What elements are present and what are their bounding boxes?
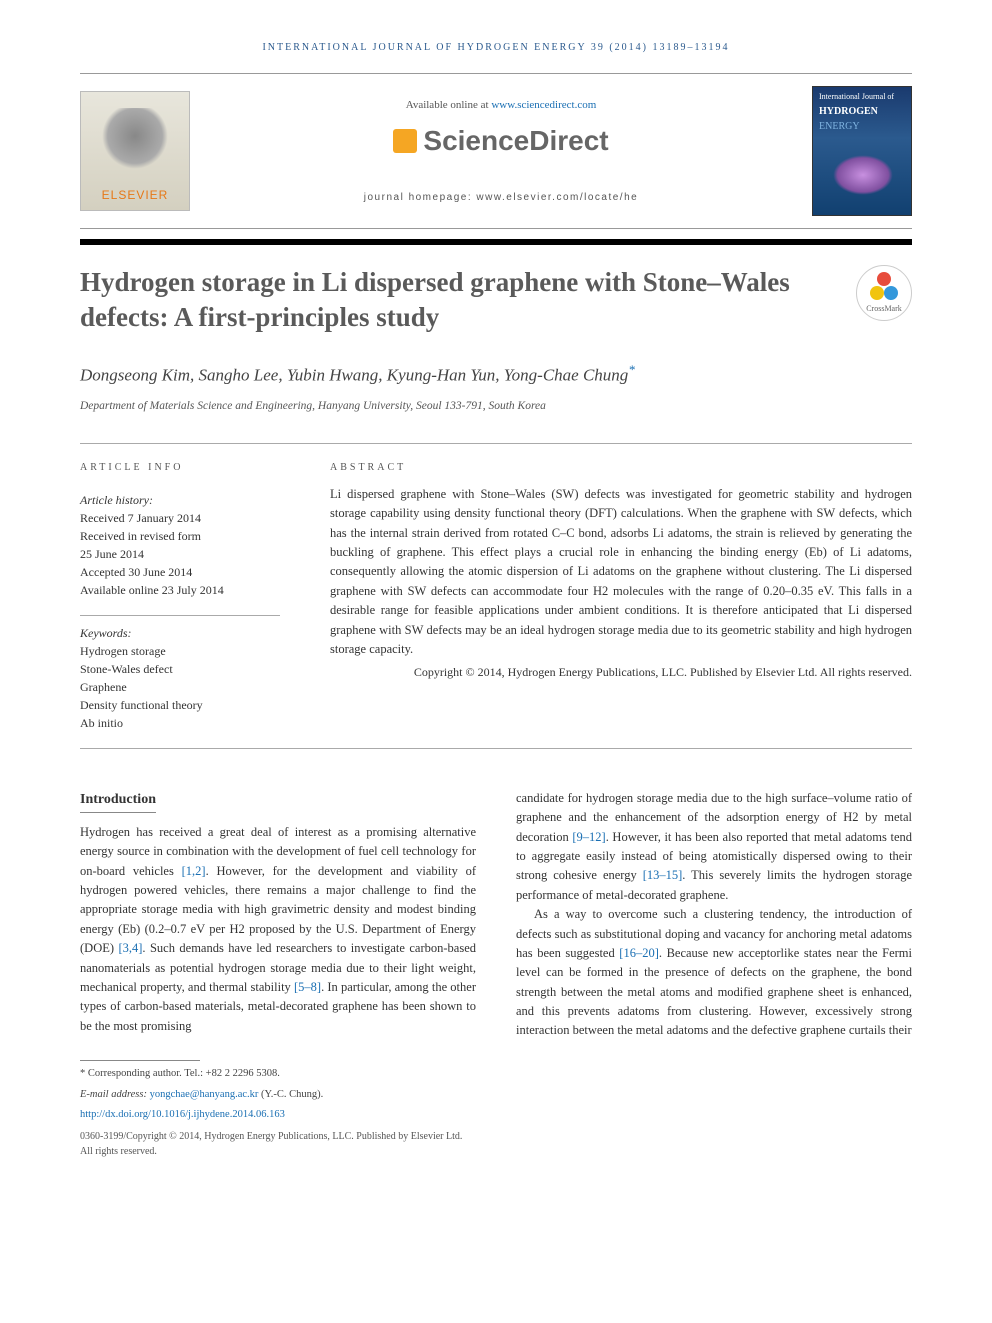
- black-divider-bar: [80, 239, 912, 245]
- body-paragraph-2: As a way to overcome such a clustering t…: [516, 905, 912, 1041]
- abstract-text: Li dispersed graphene with Stone–Wales (…: [330, 485, 912, 659]
- history-revised2: 25 June 2014: [80, 545, 280, 563]
- history-received: Received 7 January 2014: [80, 509, 280, 527]
- sciencedirect-logo[interactable]: ScienceDirect: [393, 120, 608, 162]
- divider-2: [80, 748, 912, 749]
- divider-1: [80, 443, 912, 444]
- cover-line1: International Journal of: [819, 93, 905, 102]
- intro-paragraph-1: Hydrogen has received a great deal of in…: [80, 823, 476, 1036]
- copyright-line: Copyright © 2014, Hydrogen Energy Public…: [330, 663, 912, 681]
- doi-footnote: http://dx.doi.org/10.1016/j.ijhydene.201…: [80, 1108, 476, 1123]
- corresponding-author-footnote: * Corresponding author. Tel.: +82 2 2296…: [80, 1067, 476, 1082]
- email-label: E-mail address:: [80, 1089, 150, 1100]
- cover-line3: ENERGY: [819, 119, 905, 134]
- issn-copyright: 0360-3199/Copyright © 2014, Hydrogen Ene…: [80, 1129, 476, 1159]
- available-label: Available online at: [406, 99, 492, 111]
- available-online-text: Available online at www.sciencedirect.co…: [190, 97, 812, 114]
- keyword: Stone-Wales defect: [80, 660, 280, 678]
- sciencedirect-text: ScienceDirect: [423, 120, 608, 162]
- journal-homepage: journal homepage: www.elsevier.com/locat…: [190, 190, 812, 205]
- crossmark-label: CrossMark: [866, 303, 902, 315]
- header-box: ELSEVIER Available online at www.science…: [80, 73, 912, 229]
- sciencedirect-link[interactable]: www.sciencedirect.com: [491, 99, 596, 111]
- article-info-label: ARTICLE INFO: [80, 460, 280, 475]
- citation-link[interactable]: [13–15]: [643, 868, 683, 882]
- corresponding-mark: *: [628, 362, 635, 377]
- article-info-column: ARTICLE INFO Article history: Received 7…: [80, 460, 280, 732]
- elsevier-name: ELSEVIER: [102, 186, 169, 204]
- history-accepted: Accepted 30 June 2014: [80, 563, 280, 581]
- citation-link[interactable]: [3,4]: [118, 941, 142, 955]
- crossmark-icon: [870, 272, 898, 300]
- journal-cover[interactable]: International Journal of HYDROGEN ENERGY: [812, 86, 912, 216]
- cover-line2: HYDROGEN: [819, 104, 905, 119]
- article-title: Hydrogen storage in Li dispersed graphen…: [80, 265, 836, 335]
- keyword: Hydrogen storage: [80, 642, 280, 660]
- keyword: Graphene: [80, 678, 280, 696]
- email-footnote: E-mail address: yongchae@hanyang.ac.kr (…: [80, 1088, 476, 1103]
- body-column-right: candidate for hydrogen storage media due…: [516, 789, 912, 1159]
- author-list: Dongseong Kim, Sangho Lee, Yubin Hwang, …: [80, 366, 628, 385]
- footnote-separator: [80, 1060, 200, 1061]
- citation-link[interactable]: [1,2]: [182, 864, 206, 878]
- citation-link[interactable]: [9–12]: [572, 830, 605, 844]
- keyword: Ab initio: [80, 714, 280, 732]
- citation-link[interactable]: [5–8]: [294, 980, 321, 994]
- keywords-heading: Keywords:: [80, 624, 280, 642]
- article-history: Article history: Received 7 January 2014…: [80, 485, 280, 616]
- introduction-heading: Introduction: [80, 789, 156, 813]
- keywords-block: Keywords: Hydrogen storage Stone-Wales d…: [80, 616, 280, 732]
- affiliation: Department of Materials Science and Engi…: [80, 398, 912, 415]
- elsevier-tree-icon: [100, 108, 170, 178]
- doi-link[interactable]: http://dx.doi.org/10.1016/j.ijhydene.201…: [80, 1109, 285, 1120]
- elsevier-logo[interactable]: ELSEVIER: [80, 91, 190, 211]
- history-online: Available online 23 July 2014: [80, 581, 280, 599]
- history-revised1: Received in revised form: [80, 527, 280, 545]
- sciencedirect-icon: [393, 129, 417, 153]
- email-suffix: (Y.-C. Chung).: [258, 1089, 323, 1100]
- header-middle: Available online at www.sciencedirect.co…: [190, 97, 812, 205]
- body-paragraph-cont: candidate for hydrogen storage media due…: [516, 789, 912, 905]
- abstract-column: ABSTRACT Li dispersed graphene with Ston…: [330, 460, 912, 732]
- journal-citation: INTERNATIONAL JOURNAL OF HYDROGEN ENERGY…: [80, 40, 912, 55]
- history-heading: Article history:: [80, 491, 280, 509]
- citation-link[interactable]: [16–20]: [619, 946, 659, 960]
- body-column-left: Introduction Hydrogen has received a gre…: [80, 789, 476, 1159]
- crossmark-badge[interactable]: CrossMark: [856, 265, 912, 321]
- keyword: Density functional theory: [80, 696, 280, 714]
- authors: Dongseong Kim, Sangho Lee, Yubin Hwang, …: [80, 361, 912, 387]
- cover-image-icon: [833, 155, 893, 195]
- email-link[interactable]: yongchae@hanyang.ac.kr: [150, 1089, 259, 1100]
- abstract-label: ABSTRACT: [330, 460, 912, 475]
